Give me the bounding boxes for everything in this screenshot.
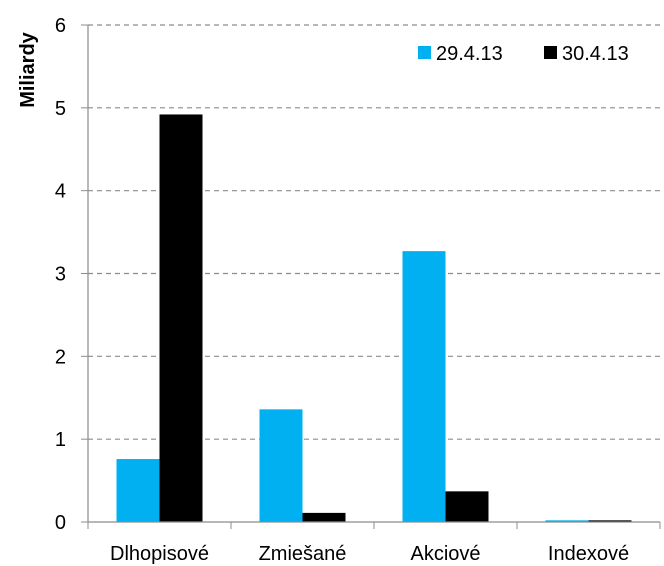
x-tick-label: Indexové xyxy=(548,543,629,565)
y-tick-label: 1 xyxy=(55,429,66,451)
legend-swatch xyxy=(544,46,557,59)
bar-series-2 xyxy=(302,512,346,522)
y-tick-label: 4 xyxy=(55,181,66,203)
bar-series-1 xyxy=(259,409,303,522)
y-tick-label: 5 xyxy=(55,98,66,120)
x-tick-label: Akciové xyxy=(410,543,480,565)
x-tick-labels: Dlhopisové Zmiešané Akciové Indexové xyxy=(110,543,629,565)
y-tick-label: 0 xyxy=(55,512,66,534)
y-tick-label: 2 xyxy=(55,346,66,368)
bar-series-1 xyxy=(402,251,446,522)
bar-series-2 xyxy=(588,520,632,522)
bar-series-2 xyxy=(159,114,203,523)
legend-label: 29.4.13 xyxy=(436,43,503,65)
y-tick-label: 6 xyxy=(55,15,66,37)
legend-label: 30.4.13 xyxy=(562,43,629,65)
legend-swatch xyxy=(418,46,431,59)
y-tick-label: 3 xyxy=(55,264,66,286)
bars xyxy=(116,114,632,523)
y-tick-labels: 0 1 2 3 4 5 6 xyxy=(55,15,66,534)
bar-series-2 xyxy=(445,491,489,522)
legend: 29.4.13 30.4.13 xyxy=(418,43,629,65)
bar-series-1 xyxy=(116,459,160,522)
bar-series-1 xyxy=(545,520,589,522)
axes xyxy=(81,24,661,529)
x-tick-label: Dlhopisové xyxy=(110,543,209,565)
y-axis-title: Miliardy xyxy=(17,31,39,107)
x-tick-label: Zmiešané xyxy=(259,543,347,565)
